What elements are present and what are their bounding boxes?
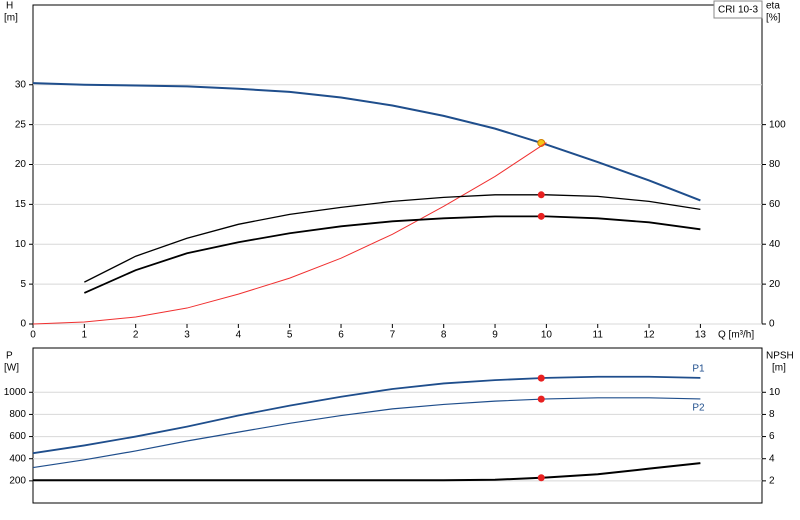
legend-label: CRI 10-3: [718, 5, 758, 16]
x-tick-label: 9: [492, 330, 498, 341]
y2-axis-unit: [%]: [766, 13, 781, 24]
y2-tick-label: 0: [769, 319, 775, 330]
y-tick-label: 400: [9, 453, 26, 464]
y-tick-label: 600: [9, 431, 26, 442]
y-tick-label: 25: [15, 119, 27, 130]
x-tick-label: 12: [643, 330, 655, 341]
curve: [32, 375, 701, 455]
y-axis-label: P: [6, 351, 13, 362]
x-tick-label: 0: [30, 330, 36, 341]
y2-axis-label: NPSH: [766, 351, 794, 362]
series-label: P2: [692, 403, 705, 414]
y-tick-label: 10: [15, 239, 27, 250]
y-axis-unit: [W]: [4, 363, 19, 374]
series-label: P1: [692, 364, 705, 375]
duty-point: [537, 395, 545, 403]
y-tick-label: 15: [15, 199, 27, 210]
legend-box: [713, 0, 763, 19]
x-tick-label: 4: [236, 330, 242, 341]
y-tick-label: 0: [20, 319, 26, 330]
y-axis-unit: [m]: [4, 13, 18, 24]
duty-point: [537, 374, 545, 382]
y2-tick-label: 8: [769, 409, 775, 420]
x-tick-label: 3: [184, 330, 190, 341]
curve: [33, 462, 701, 482]
y-tick-label: 20: [15, 159, 27, 170]
curve: [83, 215, 701, 294]
y2-axis-unit: [m]: [772, 363, 786, 374]
curve: [32, 82, 701, 202]
y-tick-label: 200: [9, 475, 26, 486]
y2-axis-label: eta: [766, 1, 780, 12]
x-tick-label: 1: [82, 330, 88, 341]
x-axis-label: Q [m³/h]: [718, 330, 754, 341]
duty-point: [537, 474, 545, 482]
x-tick-label: 8: [441, 330, 447, 341]
y-tick-label: 800: [9, 409, 26, 420]
curve: [32, 397, 701, 469]
y2-tick-label: 60: [769, 199, 781, 210]
y2-tick-label: 80: [769, 159, 781, 170]
x-tick-label: 11: [593, 330, 604, 341]
y-tick-label: 30: [15, 79, 27, 90]
curve: [84, 194, 701, 283]
y-tick-label: 5: [20, 279, 26, 290]
duty-point: [537, 212, 545, 220]
plot-frame: [32, 347, 763, 504]
x-tick-label: 7: [390, 330, 396, 341]
x-tick-label: 13: [695, 330, 707, 341]
y2-tick-label: 20: [769, 279, 781, 290]
y2-tick-label: 40: [769, 239, 781, 250]
x-tick-label: 10: [541, 330, 553, 341]
y-tick-label: 1000: [4, 387, 27, 398]
y2-tick-label: 10: [769, 387, 781, 398]
y2-tick-label: 100: [769, 119, 786, 130]
duty-point: [537, 191, 545, 199]
y2-tick-label: 4: [769, 453, 775, 464]
x-tick-label: 5: [287, 330, 293, 341]
y2-tick-label: 6: [769, 431, 775, 442]
y-axis-label: H: [6, 1, 13, 12]
x-tick-label: 6: [338, 330, 344, 341]
x-tick-label: 2: [133, 330, 139, 341]
y2-tick-label: 2: [769, 475, 775, 486]
